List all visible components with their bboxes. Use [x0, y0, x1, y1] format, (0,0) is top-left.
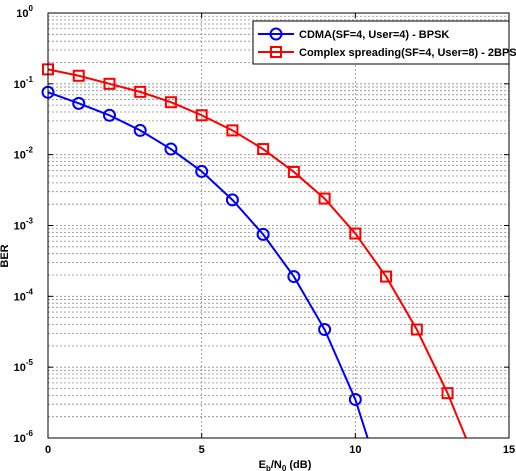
y-tick-label: 10-3	[14, 217, 34, 233]
data-point-complex	[103, 77, 116, 90]
x-tick-label: 5	[199, 444, 205, 456]
data-point-cdma	[318, 323, 332, 337]
data-point-cdma	[133, 123, 147, 137]
y-tick-label: 10-6	[14, 429, 34, 445]
y-tick-label: 100	[16, 4, 33, 20]
legend-marker-complex	[270, 46, 282, 58]
y-axis-label: BER	[0, 244, 11, 267]
y-tick-label: 10-2	[14, 146, 34, 162]
data-point-cdma	[348, 392, 362, 406]
data-point-cdma	[72, 96, 86, 110]
tick-labels: 0 5 10 15 100 10-1 10-2 10-3 10-4 10-5 10-6	[14, 4, 516, 456]
data-point-complex	[380, 270, 393, 283]
x-tick-label: 15	[503, 444, 515, 456]
legend: CDMA(SF=4, User=4) - BPSK Complex spread…	[252, 20, 516, 65]
data-point-complex	[441, 387, 454, 400]
y-tick-label: 10-1	[14, 75, 34, 91]
data-point-cdma	[102, 108, 116, 122]
data-point-complex	[72, 69, 85, 82]
data-point-cdma	[195, 164, 209, 178]
data-point-cdma	[164, 142, 178, 156]
x-label-sub2: 0	[282, 464, 287, 471]
series-layer	[41, 63, 467, 439]
data-point-cdma	[287, 270, 301, 284]
x-label-tail: (dB)	[286, 459, 311, 471]
x-label-mid: /N	[271, 459, 282, 471]
data-point-complex	[287, 165, 300, 178]
x-label-sub1: b	[266, 464, 271, 471]
legend-label-complex: Complex spreading(SF=4, User=8) - 2BPSK	[299, 47, 516, 59]
data-point-complex	[410, 323, 423, 336]
data-point-complex	[226, 124, 239, 137]
legend-box	[252, 20, 510, 65]
x-axis-label: Eb/N0 (dB)	[259, 459, 312, 471]
data-point-cdma	[225, 193, 239, 207]
y-tick-label: 10-4	[14, 287, 34, 303]
data-point-complex	[349, 227, 362, 240]
legend-marker-cdma	[269, 27, 283, 41]
series-line-cdma	[47, 91, 369, 439]
x-tick-label: 0	[45, 444, 51, 456]
data-point-complex	[195, 109, 208, 122]
data-point-complex	[134, 85, 147, 98]
x-tick-label: 10	[349, 444, 361, 456]
y-tick-label: 10-5	[14, 358, 34, 374]
x-label-base: E	[259, 459, 266, 471]
data-point-complex	[257, 143, 270, 156]
series-line-complex	[47, 68, 467, 439]
grid	[48, 13, 509, 438]
legend-label-cdma: CDMA(SF=4, User=4) - BPSK	[299, 29, 449, 41]
data-point-complex	[164, 96, 177, 109]
data-point-cdma	[256, 227, 270, 241]
data-point-complex	[318, 192, 331, 205]
